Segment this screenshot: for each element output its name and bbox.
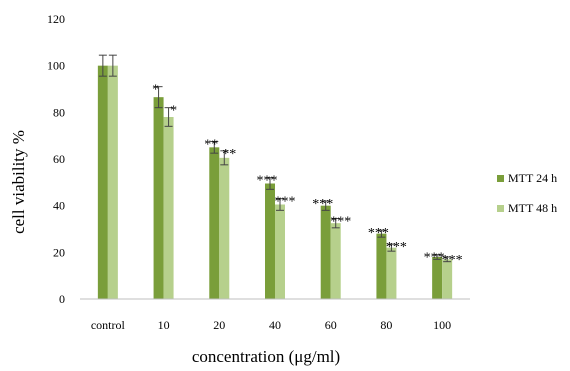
- significance-marker: ***: [312, 197, 333, 212]
- x-tick-label: 10: [158, 318, 170, 332]
- bar: [265, 183, 275, 299]
- significance-marker: ***: [275, 195, 296, 210]
- y-axis-ticks: 0 20 40 60 80 100 120: [47, 12, 65, 306]
- bar: [330, 223, 341, 299]
- bar: [432, 257, 443, 299]
- bar: [209, 147, 220, 299]
- significance-marker: ***: [386, 240, 407, 255]
- significance-marker: ***: [330, 215, 351, 230]
- y-axis-title: cell viability %: [9, 130, 28, 234]
- bar: [163, 117, 174, 299]
- bars: [97, 65, 453, 300]
- x-tick-label: 40: [269, 318, 281, 332]
- significance-marker: ***: [368, 226, 389, 241]
- x-axis-title: concentration (μg/ml): [192, 347, 340, 366]
- bar: [386, 247, 397, 299]
- significance-marker: *: [152, 83, 159, 98]
- y-tick-label: 120: [47, 12, 65, 26]
- legend-label: MTT 48 h: [508, 201, 557, 215]
- x-tick-label: 100: [433, 318, 451, 332]
- significance-markers: ******************************: [152, 83, 463, 268]
- legend-label: MTT 24 h: [508, 171, 557, 185]
- x-tick-label: 60: [325, 318, 337, 332]
- bar: [97, 65, 108, 300]
- bar: [219, 157, 230, 299]
- error-bars: [98, 54, 452, 263]
- significance-marker: ***: [424, 251, 445, 266]
- y-tick-label: 80: [53, 105, 65, 119]
- bar: [320, 205, 331, 299]
- bar: [442, 259, 453, 299]
- bar: [153, 97, 164, 300]
- y-tick-label: 0: [59, 292, 65, 306]
- y-tick-label: 100: [47, 59, 65, 73]
- x-tick-label: control: [91, 318, 126, 332]
- significance-marker: **: [222, 147, 236, 162]
- legend: MTT 24 h MTT 48 h: [497, 171, 557, 215]
- significance-marker: ***: [257, 174, 278, 189]
- y-tick-label: 40: [53, 199, 65, 213]
- y-tick-label: 20: [53, 245, 65, 259]
- bar: [107, 65, 118, 300]
- significance-marker: *: [170, 104, 177, 119]
- x-axis-ticks: control 10 20 40 60 80 100: [91, 318, 451, 332]
- legend-swatch: [497, 175, 504, 182]
- significance-marker: **: [204, 138, 218, 153]
- legend-swatch: [497, 205, 504, 212]
- bar: [275, 204, 285, 299]
- bar: [376, 233, 387, 299]
- significance-marker: ***: [442, 253, 463, 268]
- x-tick-label: 80: [380, 318, 392, 332]
- x-tick-label: 20: [213, 318, 225, 332]
- y-tick-label: 60: [53, 152, 65, 166]
